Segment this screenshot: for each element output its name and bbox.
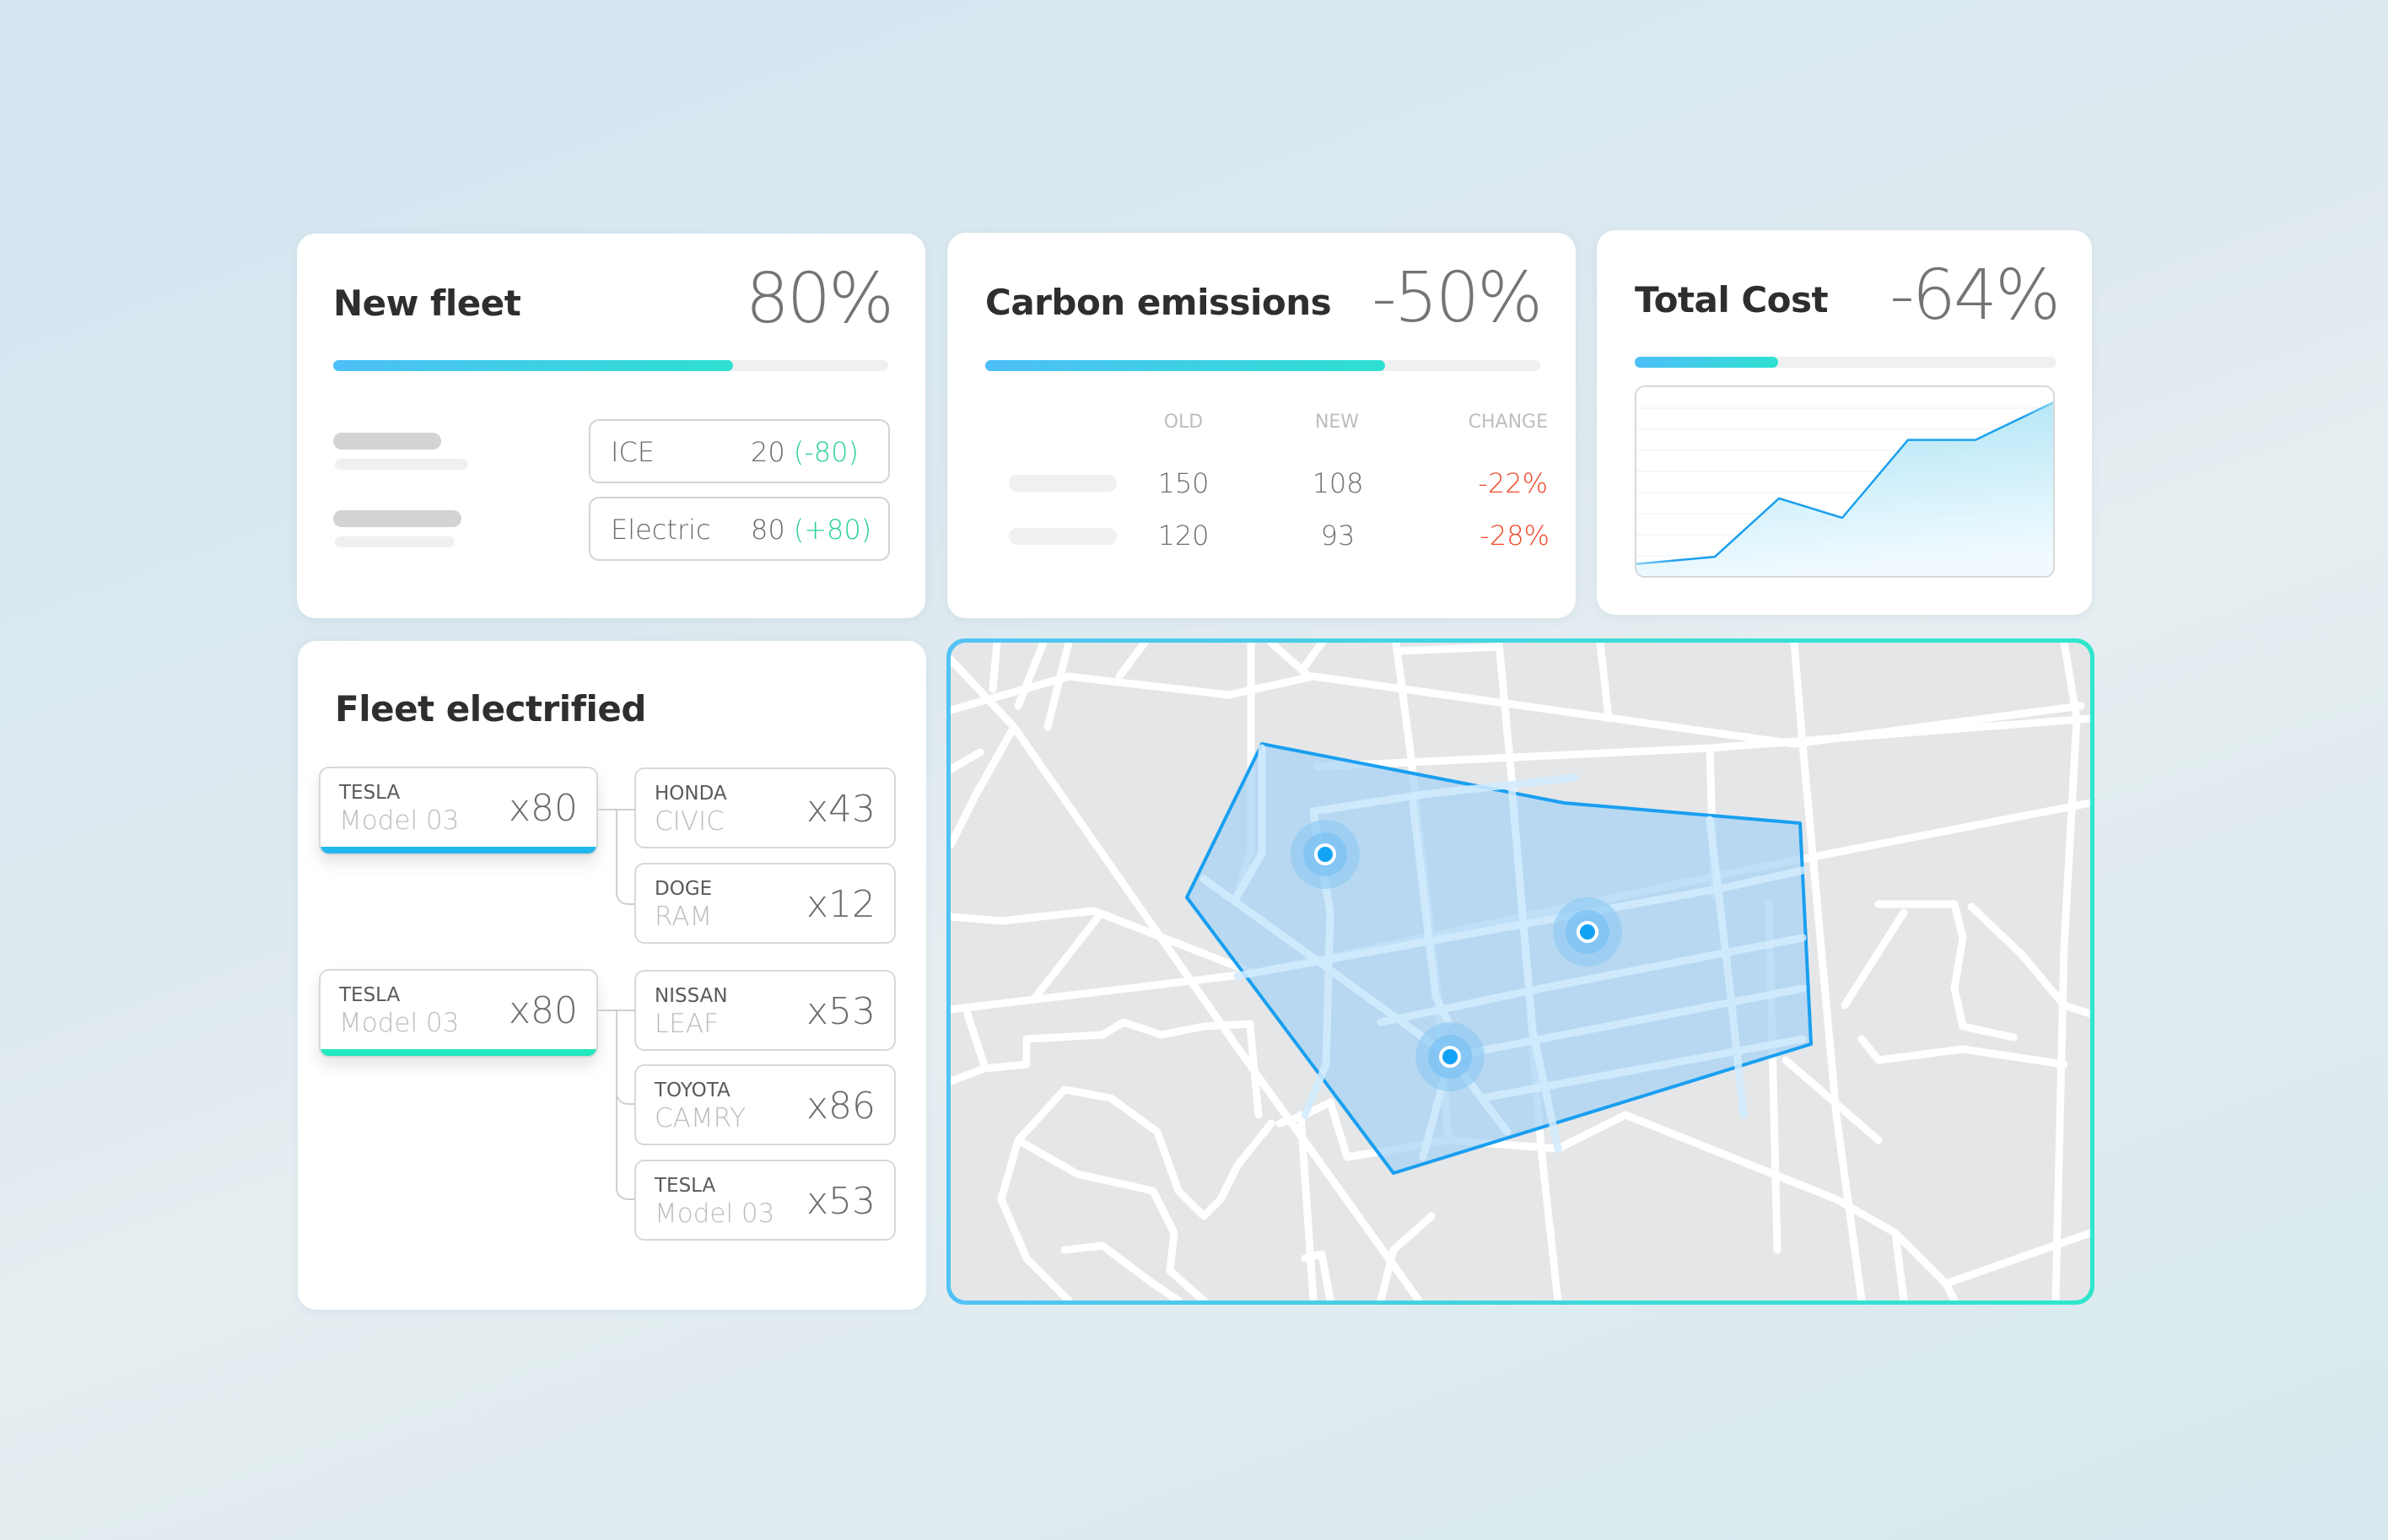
parent-vehicle-card[interactable]: TESLA Model 03 x80: [319, 969, 598, 1058]
vehicle-brand: HONDA: [655, 783, 727, 805]
new-fleet-title: New fleet: [333, 283, 521, 324]
fleet-map-panel[interactable]: [946, 638, 2094, 1305]
fleet-row-change: (-80): [793, 436, 859, 468]
map-pin[interactable]: [1314, 843, 1336, 865]
cell-new: 108: [1312, 467, 1364, 499]
total-cost-title: Total Cost: [1635, 279, 1829, 320]
skeleton-bar: [335, 536, 455, 547]
vehicle-count: x53: [806, 990, 876, 1033]
vehicle-brand: TESLA: [339, 984, 401, 1006]
vehicle-model: Model 03: [655, 1198, 775, 1229]
new-fleet-card: New fleet 80% ICE 20 (-80) Electric 80 (+8…: [297, 234, 925, 618]
skeleton-bar: [333, 510, 461, 527]
vehicle-brand: TOYOTA: [655, 1080, 730, 1101]
child-vehicle-card[interactable]: DOGE RAM x12: [634, 863, 896, 944]
parent-accent-bar: [321, 847, 596, 853]
fleet-row-count: 80: [751, 514, 785, 546]
vehicle-model: RAM: [655, 902, 713, 932]
column-header-change: CHANGE: [1468, 412, 1548, 433]
total-cost-progress-fill: [1635, 357, 1778, 368]
street-map[interactable]: [951, 643, 2090, 1300]
vehicle-brand: TESLA: [339, 782, 401, 804]
total-cost-card: Total Cost -64%: [1597, 230, 2092, 615]
cell-old: 120: [1157, 520, 1210, 552]
vehicle-count: x12: [806, 883, 876, 926]
map-pin[interactable]: [1577, 921, 1598, 943]
vehicle-count: x80: [508, 787, 578, 830]
new-fleet-progress: [333, 360, 888, 371]
parent-vehicle-card[interactable]: TESLA Model 03 x80: [319, 767, 598, 855]
total-cost-progress: [1635, 357, 2056, 368]
new-fleet-progress-fill: [333, 360, 733, 371]
vehicle-model: CIVIC: [655, 806, 725, 837]
tree-connector: [616, 809, 634, 905]
carbon-progress-fill: [985, 360, 1385, 371]
parent-accent-bar: [321, 1049, 596, 1056]
map-pin[interactable]: [1439, 1046, 1461, 1068]
child-vehicle-card[interactable]: TOYOTA CAMRY x86: [634, 1064, 896, 1145]
fleet-row-value: 20 (-80): [751, 436, 859, 468]
child-vehicle-card[interactable]: NISSAN LEAF x53: [634, 970, 896, 1051]
map-roads: [951, 643, 2090, 1300]
chart-area-fill: [1636, 402, 2053, 576]
skeleton-bar: [1009, 475, 1117, 492]
cost-trend-chart: [1635, 385, 2055, 578]
map-canvas[interactable]: [951, 643, 2090, 1300]
vehicle-brand: NISSAN: [655, 985, 728, 1007]
vehicle-model: Model 03: [339, 1008, 460, 1038]
fleet-row-value: 80 (+80): [751, 514, 871, 546]
fleet-electrified-card: Fleet electrified TESLA Model 03 x80 HON…: [298, 641, 926, 1310]
tree-connector: [616, 1096, 634, 1200]
carbon-progress: [985, 360, 1540, 371]
fleet-row-ice: ICE 20 (-80): [589, 419, 890, 483]
vehicle-model: Model 03: [339, 805, 460, 836]
cell-change: -22%: [1478, 467, 1548, 499]
vehicle-count: x80: [508, 989, 578, 1032]
vehicle-model: LEAF: [655, 1009, 719, 1039]
fleet-electrified-title: Fleet electrified: [335, 688, 646, 730]
vehicle-brand: TESLA: [655, 1175, 716, 1197]
skeleton-bar: [335, 459, 468, 470]
vehicle-count: x86: [806, 1085, 876, 1128]
child-vehicle-card[interactable]: TESLA Model 03 x53: [634, 1160, 896, 1241]
carbon-title: Carbon emissions: [985, 282, 1332, 323]
child-vehicle-card[interactable]: HONDA CIVIC x43: [634, 767, 896, 848]
skeleton-bar: [1009, 528, 1117, 545]
new-fleet-stat: 80%: [745, 259, 894, 339]
fleet-row-electric: Electric 80 (+80): [589, 497, 890, 561]
vehicle-brand: DOGE: [655, 878, 713, 900]
cell-change: -28%: [1480, 520, 1550, 552]
cell-old: 150: [1157, 467, 1210, 499]
skeleton-bar: [333, 433, 441, 450]
cost-area-chart: [1636, 401, 2053, 576]
carbon-stat: -50%: [1372, 258, 1543, 338]
cell-new: 93: [1320, 520, 1356, 552]
column-header-new: NEW: [1314, 412, 1360, 433]
vehicle-model: CAMRY: [655, 1103, 747, 1133]
vehicle-pins: [1291, 820, 1622, 1091]
fleet-row-label: ICE: [611, 436, 655, 468]
chart-line: [1636, 401, 2053, 565]
carbon-emissions-card: Carbon emissions -50% OLD NEW CHANGE 150…: [947, 233, 1576, 618]
fleet-row-change: (+80): [793, 514, 872, 546]
vehicle-count: x53: [806, 1180, 876, 1223]
fleet-row-count: 20: [751, 436, 785, 468]
fleet-row-label: Electric: [611, 514, 711, 546]
total-cost-stat: -64%: [1889, 256, 2061, 336]
tree-connector: [616, 1010, 634, 1105]
column-header-old: OLD: [1163, 412, 1204, 433]
vehicle-count: x43: [806, 788, 876, 831]
